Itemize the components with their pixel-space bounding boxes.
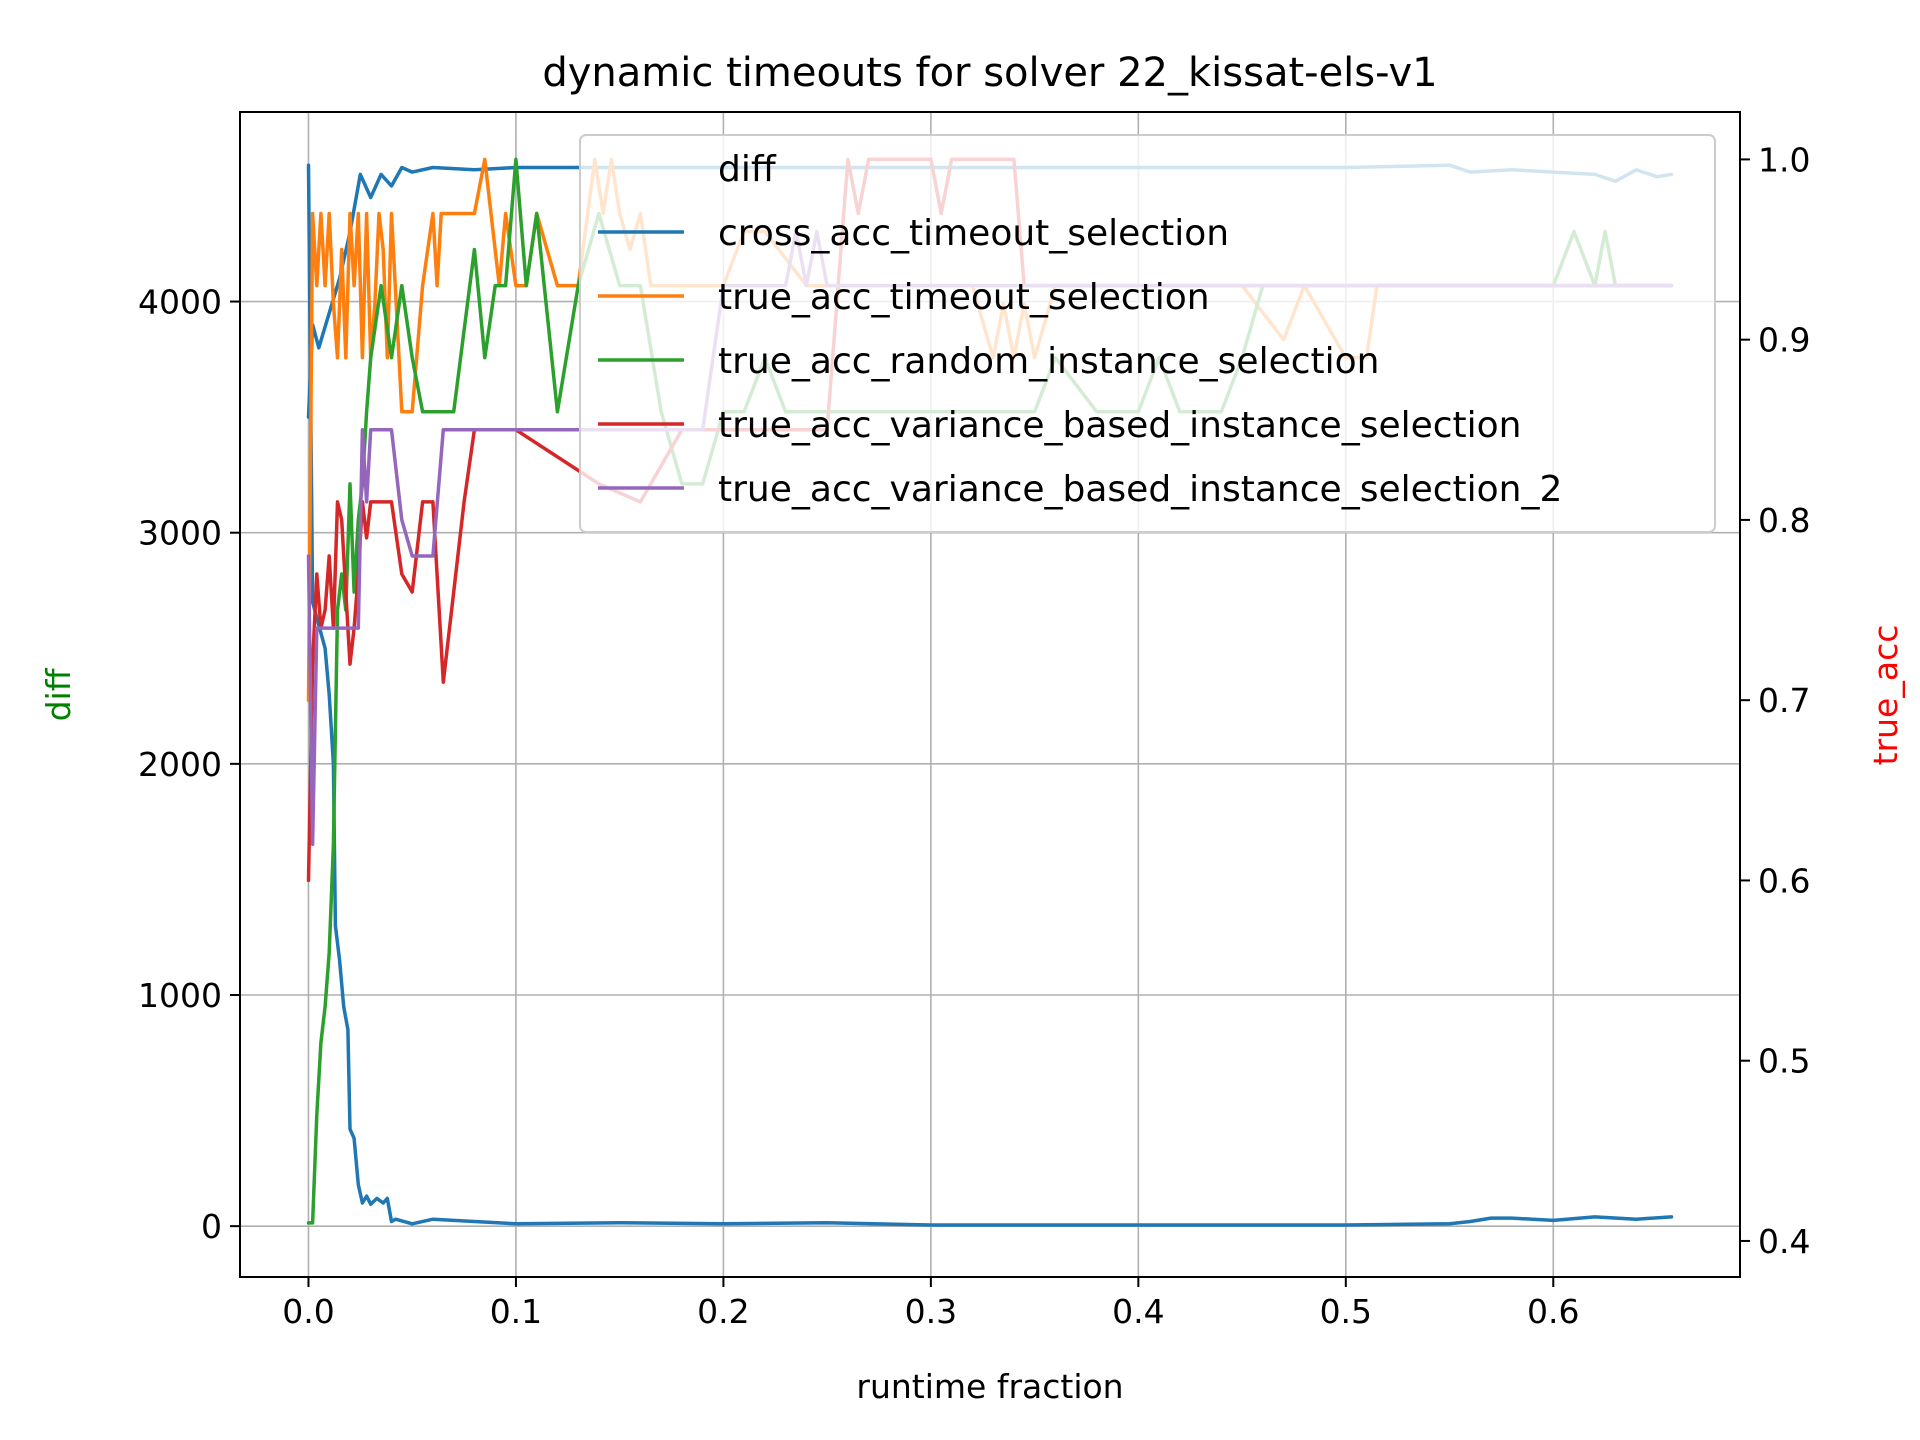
y-left-tick-label: 1000 <box>138 976 222 1015</box>
y-right-tick-label: 0.9 <box>1758 321 1810 360</box>
plot-frame <box>239 111 1741 1278</box>
legend-label: cross_acc_timeout_selection <box>718 213 1229 254</box>
chart-title: dynamic timeouts for solver 22_kissat-el… <box>542 50 1437 96</box>
x-tick-label: 0.0 <box>282 1292 334 1331</box>
legend-label: true_acc_variance_based_instance_selecti… <box>718 405 1522 446</box>
y-right-tick-label: 0.5 <box>1758 1042 1810 1081</box>
y-left-tick-label: 2000 <box>138 745 222 784</box>
legend-label: true_acc_variance_based_instance_selecti… <box>718 469 1562 510</box>
y-axis-left-label: diff <box>39 667 78 721</box>
ticks-layer: 0.0 0.1 0.2 0.3 0.4 0.5 0.6 0 1000 2000 3000 4000 0.… <box>138 140 1810 1331</box>
legend-label: true_acc_random_instance_selection <box>718 341 1379 382</box>
legend: diff cross_acc_timeout_selection true_acc_… <box>579 134 1716 533</box>
y-right-tick-label: 1.0 <box>1758 140 1810 179</box>
x-tick-label: 0.2 <box>697 1292 749 1331</box>
x-axis-label: runtime fraction <box>856 1367 1123 1406</box>
y-left-tick-label: 4000 <box>138 283 222 322</box>
legend-label: diff <box>718 149 777 190</box>
legend-label: true_acc_timeout_selection <box>718 277 1210 318</box>
x-tick-label: 0.1 <box>490 1292 542 1331</box>
legend-box <box>579 134 1716 533</box>
x-tick-label: 0.4 <box>1112 1292 1164 1331</box>
y-right-tick-label: 0.8 <box>1758 501 1810 540</box>
y-left-tick-label: 3000 <box>138 514 222 553</box>
y-right-tick-label: 0.6 <box>1758 861 1810 900</box>
y-right-tick-label: 0.7 <box>1758 681 1810 720</box>
x-tick-label: 0.3 <box>905 1292 957 1331</box>
x-tick-label: 0.6 <box>1527 1292 1579 1331</box>
y-right-tick-label: 0.4 <box>1758 1222 1810 1261</box>
y-axis-right-label: true_acc <box>1866 625 1905 766</box>
y-left-tick-label: 0 <box>201 1207 222 1246</box>
legend-items: diff cross_acc_timeout_selection true_acc_… <box>598 149 1562 510</box>
x-tick-label: 0.5 <box>1320 1292 1372 1331</box>
series-line-diff <box>306 163 1674 1227</box>
